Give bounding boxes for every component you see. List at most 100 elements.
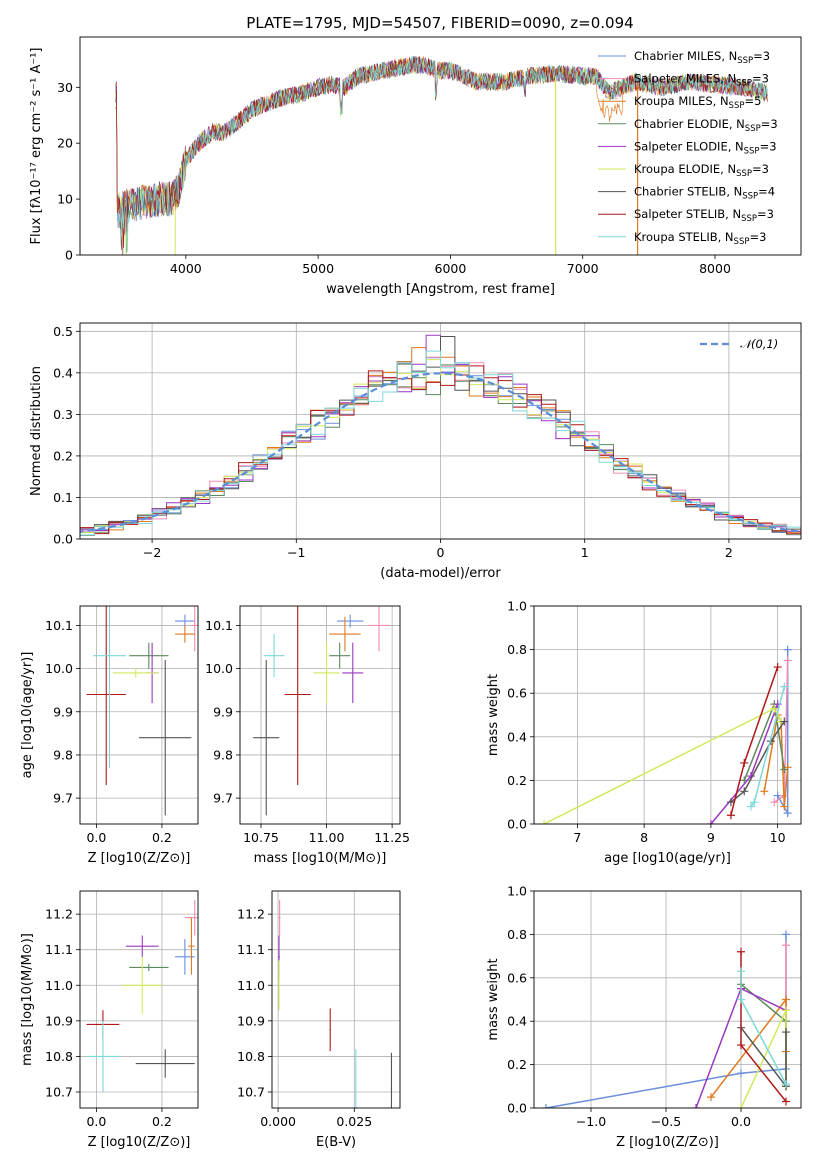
massweight_vs_age-axes: 7 8 9 10 0.0 0.2 0.4 0.6 0.8 1.0 age [log10(age/yr…: [486, 599, 801, 866]
residuals-xtick-label: 0: [437, 545, 445, 560]
residuals-ytick-label: 0.4: [53, 365, 73, 380]
legend-label: Salpeter STELIB, NSSP=3: [634, 207, 774, 224]
spectrum-ylabel: Flux [fλ10⁻¹⁷ erg cm⁻² s⁻¹ A⁻¹]: [29, 48, 44, 245]
massweight_vs_age-ytick-label: 0.8: [507, 642, 527, 657]
residuals-ytick-label: 0.0: [53, 532, 73, 547]
mass_vs_ebv-xtick-label: 0.025: [336, 1114, 372, 1129]
mass_vs_Z-xtick-label: 0.2: [152, 1114, 172, 1129]
age_vs_mass-ytick-label: 10.1: [205, 618, 233, 633]
age_vs_Z-ytick-label: 9.9: [53, 704, 73, 719]
massweight_vs_Z-axes: −1.0 −0.5 0.0 0.0 0.2 0.4 0.6 0.8 1.0 Z [log10(Z/…: [486, 884, 801, 1150]
age_vs_Z-ytick-label: 9.7: [53, 791, 73, 806]
massweight_vs_age-marker: [780, 682, 789, 691]
age_vs_Z-ytick-label: 9.8: [53, 747, 73, 762]
age_vs_Z-axes: 0.0 0.2 9.7 9.8 9.9 10.0 10.1 Z [log10(Z/Z⊙)] ag…: [20, 606, 198, 866]
spectrum-ytick-label: 20: [57, 136, 73, 151]
age_vs_mass-frame: [239, 605, 401, 825]
residuals-xlabel: (data-model)/error: [380, 566, 501, 581]
mass_vs_ebv-ytick-label: 10.8: [237, 1049, 265, 1064]
massweight_vs_age-ytick-label: 0.6: [507, 686, 527, 701]
residuals-xtick-label: −1: [287, 545, 305, 560]
massweight_vs_age-marker: [783, 656, 792, 665]
mass_vs_ebv-plot-area: [278, 899, 393, 1108]
massweight_vs_age-ytick-label: 0.0: [507, 817, 527, 832]
age_vs_Z-xtick-label: 0.2: [152, 830, 172, 845]
mass_vs_Z-xlabel: Z [log10(Z/Z⊙)]: [88, 1135, 191, 1150]
massweight_vs_age-xtick-label: 7: [573, 830, 581, 845]
mass_vs_ebv-ytick-label: 11.0: [237, 978, 265, 993]
mass_vs_Z-ytick-label: 11.1: [45, 942, 73, 957]
residuals-ytick-label: 0.3: [53, 407, 73, 422]
mass_vs_ebv-ytick-label: 10.7: [237, 1084, 265, 1099]
mass_vs_Z-xtick-label: 0.0: [86, 1114, 106, 1129]
mass_vs_Z-ytick-label: 11.2: [45, 907, 73, 922]
age_vs_mass-xlabel: mass [log10(M/M⊙)]: [254, 851, 387, 866]
legend-label: Chabrier MILES, NSSP=3: [634, 49, 770, 66]
massweight_vs_Z-series: [740, 1027, 787, 1089]
spectrum-legend: Chabrier MILES, NSSP=3 Salpeter MILES, NS…: [598, 49, 778, 247]
spectrum-xtick-label: 8000: [699, 261, 731, 276]
massweight_vs_age-marker: [780, 717, 789, 726]
massweight_vs_age-series: [730, 721, 785, 803]
mass_vs_Z-ytick-label: 10.7: [45, 1084, 73, 1099]
age_vs_mass-xtick-label: 10.75: [243, 830, 279, 845]
age_vs_Z-plot-area: [86, 606, 198, 816]
massweight_vs_age-marker: [773, 791, 782, 800]
mass_vs_ebv-frame: [271, 890, 401, 1109]
massweight_vs_Z-ytick-label: 0.8: [507, 927, 527, 942]
mass_vs_ebv-ytick-label: 10.9: [237, 1013, 265, 1028]
mass_vs_Z-ylabel: mass [log10(M/M⊙)]: [20, 933, 35, 1066]
age_vs_mass-ytick-label: 9.7: [213, 791, 233, 806]
spectrum-ytick-label: 0: [65, 248, 73, 263]
spectrum-xtick-label: 5000: [302, 261, 334, 276]
massweight_vs_age-marker: [770, 704, 779, 713]
massweight_vs_Z-ytick-label: 0.0: [507, 1101, 527, 1116]
mass_vs_Z-ytick-label: 10.8: [45, 1049, 73, 1064]
mass_vs_Z-frame: [79, 890, 199, 1109]
residuals-ytick-label: 0.5: [53, 324, 73, 339]
spectrum-xtick-label: 7000: [567, 261, 599, 276]
massweight_vs_age-marker: [740, 787, 749, 796]
massweight_vs_age-marker: [726, 811, 735, 820]
spectrum-series: [116, 55, 769, 252]
age_vs_mass-plot-area: [253, 606, 390, 816]
residuals-xtick-label: 2: [725, 545, 733, 560]
age_vs_Z-frame: [79, 605, 199, 825]
massweight_vs_Z-marker: [737, 1041, 745, 1050]
age_vs_mass-ytick-label: 9.8: [213, 747, 233, 762]
massweight_vs_age-marker: [540, 820, 549, 824]
spectrum-plot-area: [115, 55, 769, 255]
massweight_vs_age-ytick-label: 0.2: [507, 773, 527, 788]
massweight_vs_Z-plot-area: [542, 930, 790, 1108]
massweight_vs_age-frame: [533, 605, 802, 825]
massweight_vs_age-xtick-label: 8: [640, 830, 648, 845]
residuals-xtick-label: 1: [581, 545, 589, 560]
massweight_vs_age-marker: [783, 809, 792, 818]
massweight_vs_Z-marker: [782, 1097, 790, 1106]
age_vs_Z-xtick-label: 0.0: [86, 830, 106, 845]
mass_vs_Z-ytick-label: 11.0: [45, 978, 73, 993]
massweight_vs_age-marker: [760, 787, 769, 796]
legend-label: Salpeter MILES, NSSP=3: [634, 72, 769, 89]
legend-label: Kroupa ELODIE, NSSP=3: [634, 162, 769, 179]
massweight_vs_Z-marker: [782, 1080, 790, 1089]
spectrum-frame: [79, 36, 802, 256]
age_vs_mass-xtick-label: 11.00: [309, 830, 345, 845]
massweight_vs_Z-ytick-label: 0.4: [507, 1014, 527, 1029]
mass_vs_ebv-axes: 0.000 0.025 10.7 10.8 10.9 11.0 11.1 11.2 E(B-V): [237, 891, 400, 1150]
massweight_vs_age-marker: [780, 802, 789, 811]
legend-label: Kroupa MILES, NSSP=5: [634, 94, 761, 111]
massweight_vs_Z-marker: [782, 941, 790, 950]
massweight_vs_Z-marker: [737, 1104, 745, 1108]
spectrum-xlabel: wavelength [Angstrom, rest frame]: [326, 282, 555, 297]
massweight_vs_Z-marker: [707, 1093, 715, 1102]
massweight_vs_Z-marker: [737, 967, 745, 976]
mass_vs_ebv-xlabel: E(B-V): [316, 1135, 356, 1150]
massweight_vs_age-marker: [770, 798, 779, 807]
age_vs_mass-ytick-label: 10.0: [205, 661, 233, 676]
spectrum-ytick-label: 10: [57, 192, 73, 207]
mass_vs_Z-ytick-label: 10.9: [45, 1013, 73, 1028]
massweight_vs_age-ylabel: mass weight: [486, 674, 501, 756]
massweight_vs_age-xlabel: age [log10(age/yr)]: [604, 851, 731, 866]
